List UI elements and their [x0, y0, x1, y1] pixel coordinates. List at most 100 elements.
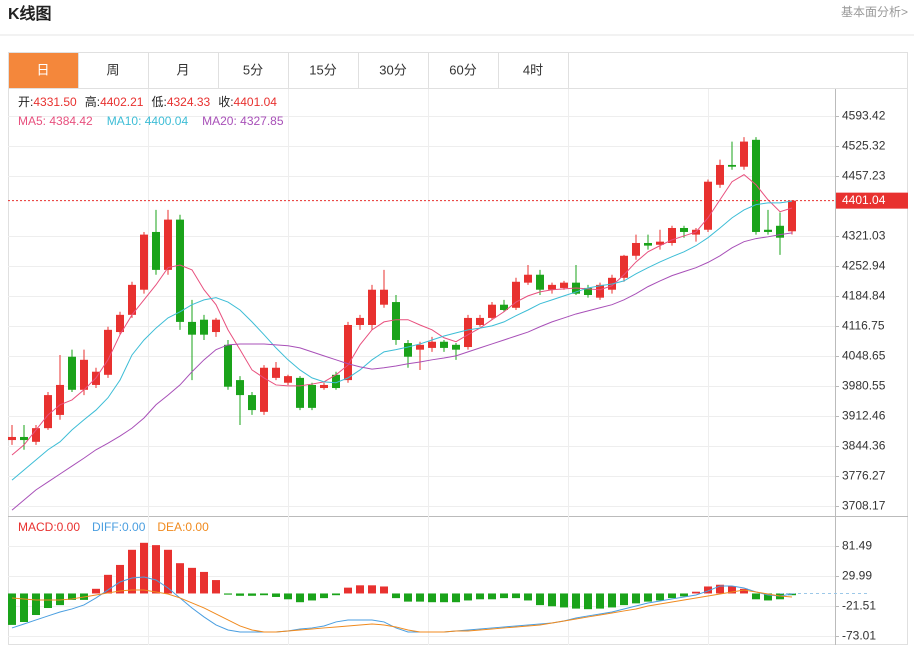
y-tick-label: 4048.65	[842, 349, 886, 363]
macd-bar	[584, 593, 592, 610]
ma-line	[11, 200, 793, 481]
macd-plot	[8, 542, 796, 633]
macd-bar	[116, 564, 124, 594]
fundamental-link[interactable]: 基本面分析>	[841, 5, 908, 19]
legend-text: DIFF:0.00	[92, 520, 146, 534]
candle-body	[704, 181, 712, 230]
ma-line	[11, 174, 793, 456]
tab[interactable]	[498, 52, 569, 89]
macd-bar	[452, 593, 460, 603]
tab-label[interactable]: 15分	[309, 62, 336, 77]
candle-body	[524, 274, 532, 283]
tab-label[interactable]: 日	[36, 62, 49, 77]
candle-body	[452, 344, 460, 350]
candle-body	[272, 367, 280, 378]
macd-bar	[500, 593, 508, 599]
macd-bar	[188, 567, 196, 594]
tab[interactable]	[8, 52, 79, 89]
macd-bar	[128, 549, 136, 594]
macd-bar	[296, 593, 304, 603]
tab-label[interactable]: 5分	[243, 62, 263, 77]
candle-body	[548, 284, 556, 290]
candle-body	[632, 242, 640, 256]
tab[interactable]	[78, 52, 149, 89]
macd-bar	[56, 593, 64, 606]
candle-body	[776, 225, 784, 238]
macd-bar	[176, 563, 184, 594]
y-tick-label: 3912.46	[842, 409, 886, 423]
tab-label[interactable]: 4时	[523, 62, 543, 77]
tab-label[interactable]: 月	[176, 62, 189, 77]
macd-bar	[320, 593, 328, 599]
info-label: 开:	[18, 95, 33, 109]
candle-body	[320, 384, 328, 389]
macd-bar	[764, 593, 772, 601]
legend-text: MA10: 4400.04	[107, 114, 189, 128]
macd-line	[11, 589, 793, 633]
candle-body	[752, 139, 760, 232]
y-tick-label: 4321.03	[842, 229, 886, 243]
macd-bar	[620, 593, 628, 606]
candle-body	[68, 356, 76, 390]
tab-bar: 日 周 月 5分 15分 30分 60分 4时	[8, 52, 569, 89]
candle-body	[284, 376, 292, 383]
macd-bar	[488, 593, 496, 600]
macd-bar	[572, 593, 580, 609]
tab-label[interactable]: 30分	[379, 62, 406, 77]
macd-bar	[44, 593, 52, 609]
candle-body	[188, 321, 196, 335]
last-price-box	[836, 192, 908, 209]
macd-bar	[332, 593, 340, 596]
y-tick-label: 3980.55	[842, 379, 886, 393]
macd-bar	[476, 593, 484, 600]
y-tick-label: -73.01	[842, 629, 876, 643]
macd-bar	[596, 593, 604, 609]
y-tick-label: 4116.75	[842, 319, 885, 333]
candle-body	[584, 287, 592, 296]
macd-bar	[164, 549, 172, 594]
macd-bar	[392, 593, 400, 599]
macd-bar	[260, 593, 268, 596]
candle-body	[476, 317, 484, 325]
candle-body	[512, 281, 520, 308]
y-tick-label: 4252.94	[842, 259, 886, 273]
y-tick-label: 81.49	[842, 539, 872, 553]
tab-label[interactable]: 周	[106, 62, 119, 77]
tab-label[interactable]: 60分	[449, 62, 476, 77]
y-tick-label: 3776.27	[842, 469, 886, 483]
y-tick-label: 29.99	[842, 569, 872, 583]
macd-bar	[428, 593, 436, 603]
macd-bar	[536, 593, 544, 606]
macd-bar	[356, 585, 364, 594]
macd-bar	[608, 593, 616, 608]
macd-bar	[368, 585, 376, 594]
candle-body	[560, 282, 568, 288]
candle-body	[728, 164, 736, 167]
candle-body	[248, 395, 256, 411]
macd-bar	[524, 593, 532, 601]
macd-bar	[644, 593, 652, 602]
candle-body	[404, 343, 412, 357]
candle-body	[596, 284, 604, 298]
candle-body	[788, 200, 796, 232]
macd-bar	[380, 586, 388, 594]
candle-body	[236, 380, 244, 396]
candle-body	[56, 384, 64, 415]
macd-bar	[752, 593, 760, 600]
macd-line	[11, 576, 793, 633]
macd-bar	[464, 593, 472, 601]
tab[interactable]	[288, 52, 359, 89]
candle-body	[80, 359, 88, 390]
info-value: 4402.21	[100, 95, 144, 109]
y-tick-label: 3844.36	[842, 439, 886, 453]
macd-bar	[92, 588, 100, 594]
macd-bar	[680, 593, 688, 597]
macd-bar	[140, 542, 148, 594]
candle-body	[356, 317, 364, 325]
candle-body	[368, 289, 376, 325]
macd-bar	[248, 593, 256, 596]
candle-body	[176, 219, 184, 322]
candle-body	[392, 302, 400, 340]
macd-bar	[716, 584, 724, 594]
